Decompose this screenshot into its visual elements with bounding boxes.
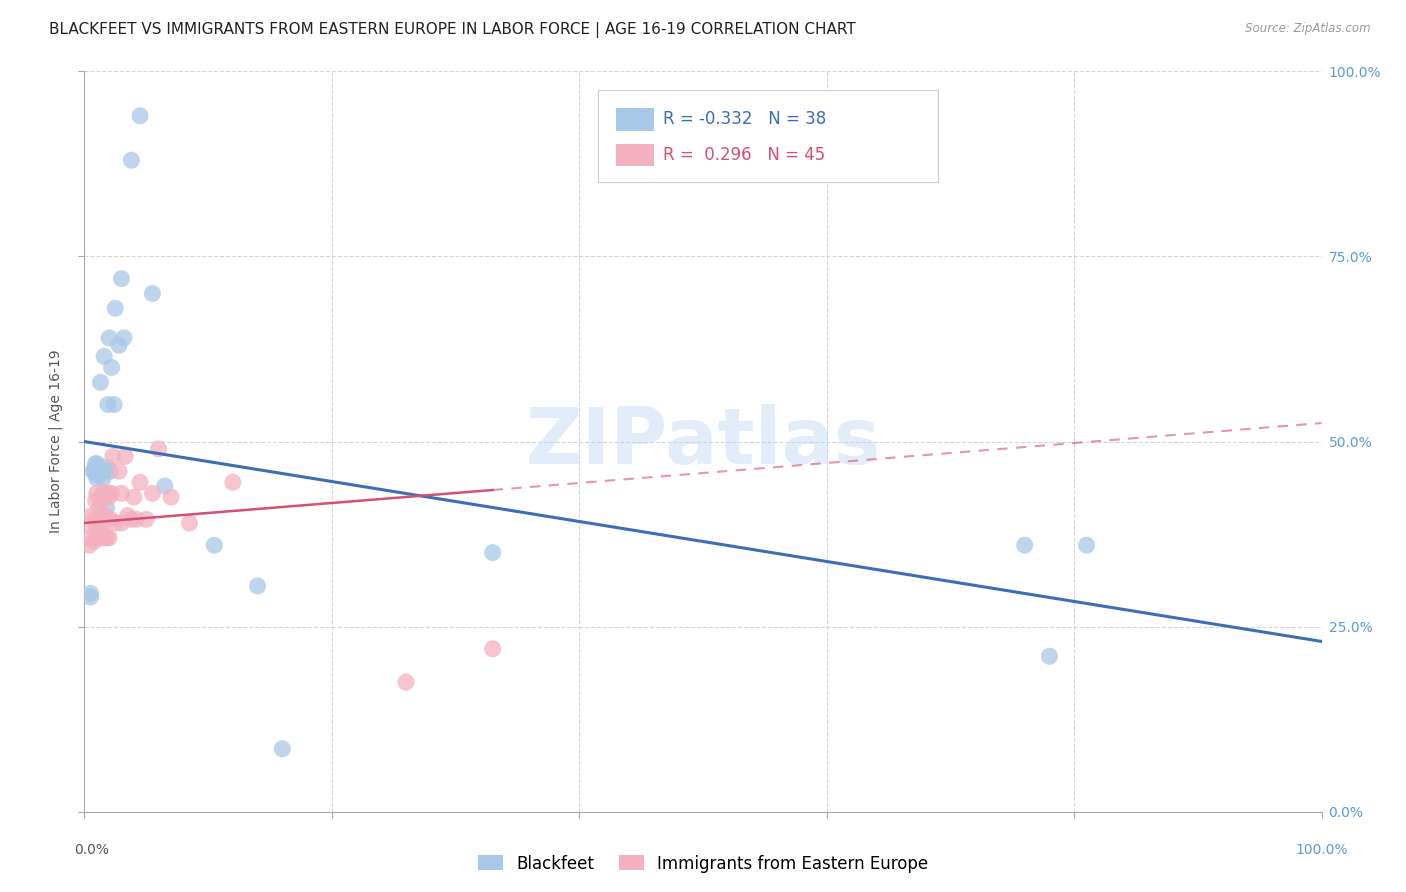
- Point: [141, 286, 163, 301]
- Point: [91, 464, 114, 478]
- Point: [395, 675, 418, 690]
- Point: [104, 301, 127, 316]
- Point: [112, 331, 135, 345]
- Point: [86, 486, 108, 500]
- Point: [110, 516, 132, 530]
- Point: [89, 493, 111, 508]
- Point: [135, 512, 157, 526]
- Point: [82, 464, 104, 478]
- Point: [108, 338, 131, 352]
- Point: [89, 464, 111, 478]
- Point: [114, 450, 136, 464]
- Point: [148, 442, 170, 456]
- Point: [202, 538, 225, 552]
- Point: [179, 516, 201, 530]
- Point: [86, 467, 108, 482]
- Point: [84, 457, 107, 471]
- Point: [89, 501, 111, 516]
- Point: [271, 741, 294, 756]
- Point: [122, 490, 145, 504]
- Point: [98, 464, 121, 478]
- Point: [86, 457, 108, 471]
- Point: [87, 512, 110, 526]
- Point: [117, 508, 139, 523]
- Point: [101, 450, 124, 464]
- Point: [98, 531, 121, 545]
- Text: R = -0.332   N = 38: R = -0.332 N = 38: [664, 111, 827, 128]
- Point: [222, 475, 245, 490]
- Point: [79, 538, 101, 552]
- Point: [1014, 538, 1036, 552]
- Point: [90, 464, 112, 478]
- Point: [103, 397, 125, 411]
- Point: [83, 464, 105, 478]
- Point: [98, 512, 121, 526]
- Point: [481, 546, 503, 560]
- Point: [141, 486, 163, 500]
- Point: [93, 531, 115, 545]
- Point: [91, 486, 114, 500]
- Point: [104, 516, 127, 530]
- Point: [97, 397, 120, 411]
- Point: [89, 531, 111, 545]
- Text: 100.0%: 100.0%: [1295, 843, 1348, 857]
- Point: [96, 501, 118, 516]
- Point: [98, 490, 121, 504]
- Point: [94, 464, 117, 478]
- Text: ZIPatlas: ZIPatlas: [526, 403, 880, 480]
- Text: R =  0.296   N = 45: R = 0.296 N = 45: [664, 146, 825, 164]
- Point: [1038, 649, 1060, 664]
- Point: [80, 508, 103, 523]
- Point: [153, 479, 176, 493]
- Point: [93, 350, 115, 364]
- Point: [1076, 538, 1098, 552]
- Text: 0.0%: 0.0%: [75, 843, 108, 857]
- Point: [86, 460, 108, 475]
- Point: [91, 471, 114, 485]
- Point: [84, 493, 107, 508]
- Point: [129, 109, 152, 123]
- Point: [86, 519, 108, 533]
- Point: [110, 271, 132, 285]
- Point: [160, 490, 183, 504]
- Point: [83, 512, 105, 526]
- Point: [97, 486, 120, 500]
- Point: [90, 512, 112, 526]
- Point: [100, 360, 122, 375]
- Point: [94, 508, 117, 523]
- Point: [120, 512, 142, 526]
- Text: BLACKFEET VS IMMIGRANTS FROM EASTERN EUROPE IN LABOR FORCE | AGE 16-19 CORRELATI: BLACKFEET VS IMMIGRANTS FROM EASTERN EUR…: [49, 22, 856, 38]
- Point: [108, 464, 131, 478]
- Point: [79, 531, 101, 545]
- Y-axis label: In Labor Force | Age 16-19: In Labor Force | Age 16-19: [48, 350, 63, 533]
- Text: Source: ZipAtlas.com: Source: ZipAtlas.com: [1246, 22, 1371, 36]
- Point: [100, 486, 122, 500]
- Legend: Blackfeet, Immigrants from Eastern Europe: Blackfeet, Immigrants from Eastern Europ…: [471, 848, 935, 880]
- Point: [129, 475, 152, 490]
- Point: [82, 519, 104, 533]
- Point: [110, 486, 132, 500]
- Point: [89, 376, 111, 390]
- Point: [91, 527, 114, 541]
- Point: [96, 460, 118, 475]
- Point: [79, 590, 101, 604]
- Point: [94, 486, 117, 500]
- Point: [86, 471, 108, 485]
- Point: [481, 641, 503, 656]
- FancyBboxPatch shape: [616, 144, 654, 166]
- FancyBboxPatch shape: [598, 90, 938, 183]
- Point: [79, 586, 101, 600]
- Point: [96, 531, 118, 545]
- Point: [89, 524, 111, 538]
- Point: [120, 153, 142, 168]
- Point: [246, 579, 269, 593]
- Point: [83, 534, 105, 549]
- FancyBboxPatch shape: [616, 109, 654, 130]
- Point: [125, 512, 148, 526]
- Point: [98, 331, 121, 345]
